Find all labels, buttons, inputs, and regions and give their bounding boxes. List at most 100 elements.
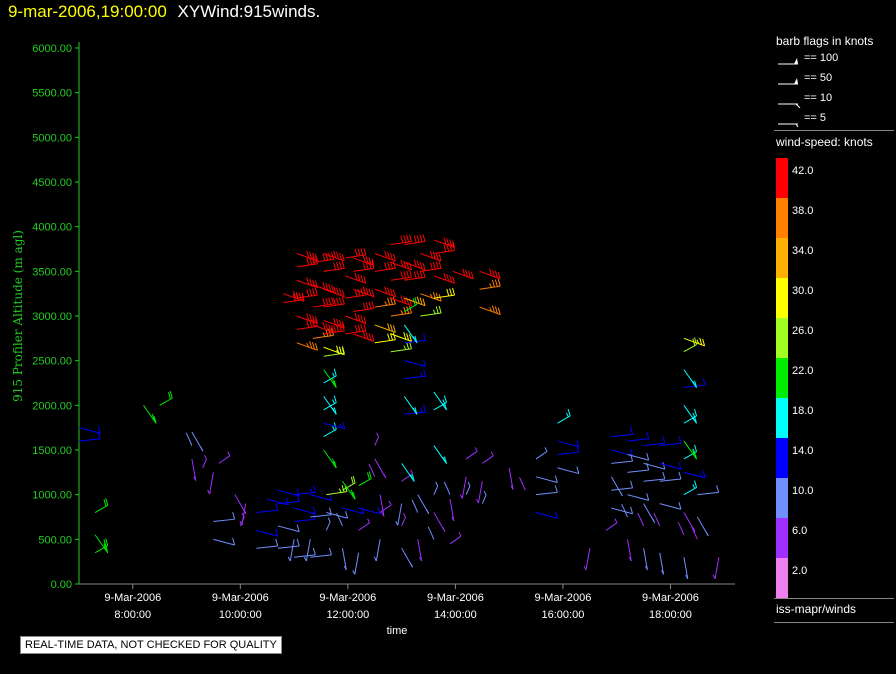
barb-staff xyxy=(326,491,348,496)
wind-barb xyxy=(420,305,442,317)
barb-staff xyxy=(277,500,300,505)
barb-flag xyxy=(333,407,337,415)
barb-flag xyxy=(292,290,296,299)
barb-flag xyxy=(314,287,318,296)
barb-flag xyxy=(444,456,447,464)
wind-barb xyxy=(557,439,580,448)
barb-flag xyxy=(312,506,316,514)
barb-staff xyxy=(627,469,649,473)
barb-flag xyxy=(309,288,313,297)
barb-staff xyxy=(323,428,337,438)
wind-barb xyxy=(433,512,446,532)
wind-barb xyxy=(404,369,427,380)
barb-flag xyxy=(354,273,358,281)
barb-legend-label: == 5 xyxy=(804,112,827,124)
barb-flag xyxy=(338,488,342,493)
wind-barb xyxy=(374,458,387,479)
color-scale-label: 30.0 xyxy=(792,285,814,297)
color-scale-label: 10.0 xyxy=(792,485,814,497)
barb-staff xyxy=(659,552,665,575)
barb-flag xyxy=(361,506,365,514)
barb-staff xyxy=(374,339,396,344)
barb-staff xyxy=(78,427,101,434)
wind-barb xyxy=(323,286,345,298)
barb-flag xyxy=(352,475,356,484)
barb-flag xyxy=(341,289,345,297)
wind-barb xyxy=(94,534,109,554)
barb-flag xyxy=(646,431,650,439)
barb-flag xyxy=(662,461,666,470)
wind-barb xyxy=(395,503,403,526)
barb-flag xyxy=(458,531,462,537)
barb-flag xyxy=(365,256,369,264)
barb-flag xyxy=(419,261,423,270)
barb-flag xyxy=(362,286,366,294)
barb-flag xyxy=(362,262,366,270)
wind-barb xyxy=(653,513,661,527)
wind-barb xyxy=(557,466,580,475)
barb-flag xyxy=(614,518,618,524)
wind-barb xyxy=(296,250,318,262)
source-label: iss-mapr/winds xyxy=(776,602,857,616)
barb-flag xyxy=(403,332,407,340)
barb-staff xyxy=(375,539,381,562)
x-tick-date: 9-Mar-2006 xyxy=(427,592,484,604)
barb-flag xyxy=(363,247,367,256)
barb-flag xyxy=(446,244,450,252)
wind-barb xyxy=(420,250,442,262)
wind-barb xyxy=(479,268,501,280)
barb-staff xyxy=(659,462,682,470)
barb-flag xyxy=(371,301,375,309)
barb-flag xyxy=(410,469,414,474)
barb-staff xyxy=(693,530,698,540)
barb-flag xyxy=(429,262,433,270)
barb-flag xyxy=(392,289,396,297)
barb-staff xyxy=(626,539,632,562)
wind-barb xyxy=(433,273,456,284)
barb-flag xyxy=(413,235,417,243)
barb-flag xyxy=(414,297,418,305)
barb-flag xyxy=(416,260,420,268)
barb-flag xyxy=(442,403,446,408)
x-tick-time: 18:00:00 xyxy=(649,609,692,621)
wind-barb xyxy=(336,513,343,527)
barb-flag xyxy=(332,399,335,404)
x-tick-time: 16:00:00 xyxy=(542,609,585,621)
barb-staff xyxy=(643,478,665,482)
barb-staff xyxy=(390,276,412,281)
barb-flag xyxy=(406,234,410,243)
barb-staff xyxy=(413,503,419,513)
y-tick-label: 3000.00 xyxy=(32,311,72,323)
barb-legend-label: == 100 xyxy=(804,52,839,64)
barb-staff xyxy=(312,258,334,263)
barb-staff xyxy=(209,472,214,495)
barb-flag xyxy=(400,310,404,315)
barb-flag xyxy=(387,333,391,341)
wind-barb xyxy=(345,323,367,335)
barb-staff xyxy=(213,518,235,522)
barb-flag xyxy=(309,488,313,493)
wind-barb xyxy=(94,498,109,513)
x-tick-date: 9-Mar-2006 xyxy=(319,592,376,604)
wind-barb xyxy=(323,421,346,430)
barb-flag xyxy=(384,262,388,270)
barb-flag xyxy=(409,334,413,342)
barb-flag xyxy=(322,332,326,337)
x-tick-time: 14:00:00 xyxy=(434,609,477,621)
barb-flag xyxy=(426,509,430,514)
barb-flag xyxy=(392,296,396,305)
barb-flag xyxy=(446,238,450,246)
barb-flag xyxy=(333,298,337,306)
barb-flag xyxy=(423,369,427,377)
wind-barb xyxy=(342,475,356,491)
barb-flag xyxy=(422,234,426,242)
barb-staff xyxy=(390,312,412,317)
barb-staff xyxy=(683,384,706,388)
barb-flag xyxy=(239,521,243,526)
barb-flag xyxy=(354,324,358,333)
color-swatch xyxy=(776,558,788,598)
barb-legend-title: barb flags in knots xyxy=(776,34,874,48)
barb-half xyxy=(795,123,799,128)
barb-flag xyxy=(309,257,313,265)
barb-staff xyxy=(697,491,719,496)
